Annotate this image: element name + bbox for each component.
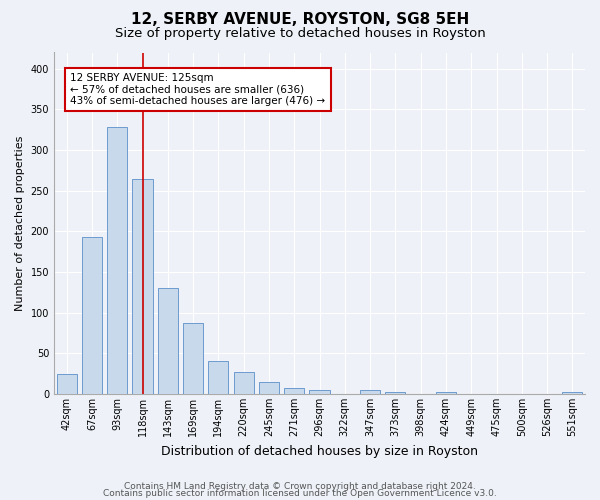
Bar (562, 392, 583, 394)
Bar (183, 324, 203, 394)
Bar (385, 392, 406, 394)
Text: 12, SERBY AVENUE, ROYSTON, SG8 5EH: 12, SERBY AVENUE, ROYSTON, SG8 5EH (131, 12, 469, 28)
Text: Contains HM Land Registry data © Crown copyright and database right 2024.: Contains HM Land Registry data © Crown c… (124, 482, 476, 491)
Bar (107, 128, 127, 394)
X-axis label: Distribution of detached houses by size in Royston: Distribution of detached houses by size … (161, 444, 478, 458)
Bar (436, 392, 456, 394)
Text: Contains public sector information licensed under the Open Government Licence v3: Contains public sector information licen… (103, 488, 497, 498)
Text: 12 SERBY AVENUE: 125sqm
← 57% of detached houses are smaller (636)
43% of semi-d: 12 SERBY AVENUE: 125sqm ← 57% of detache… (70, 73, 326, 106)
Bar (360, 390, 380, 394)
Bar (82, 237, 102, 394)
Bar (284, 388, 304, 394)
Bar (259, 382, 279, 394)
Y-axis label: Number of detached properties: Number of detached properties (15, 136, 25, 311)
Bar (310, 390, 329, 394)
Bar (56, 374, 77, 394)
Bar (233, 372, 254, 394)
Text: Size of property relative to detached houses in Royston: Size of property relative to detached ho… (115, 28, 485, 40)
Bar (133, 178, 152, 394)
Bar (158, 288, 178, 394)
Bar (208, 362, 229, 394)
